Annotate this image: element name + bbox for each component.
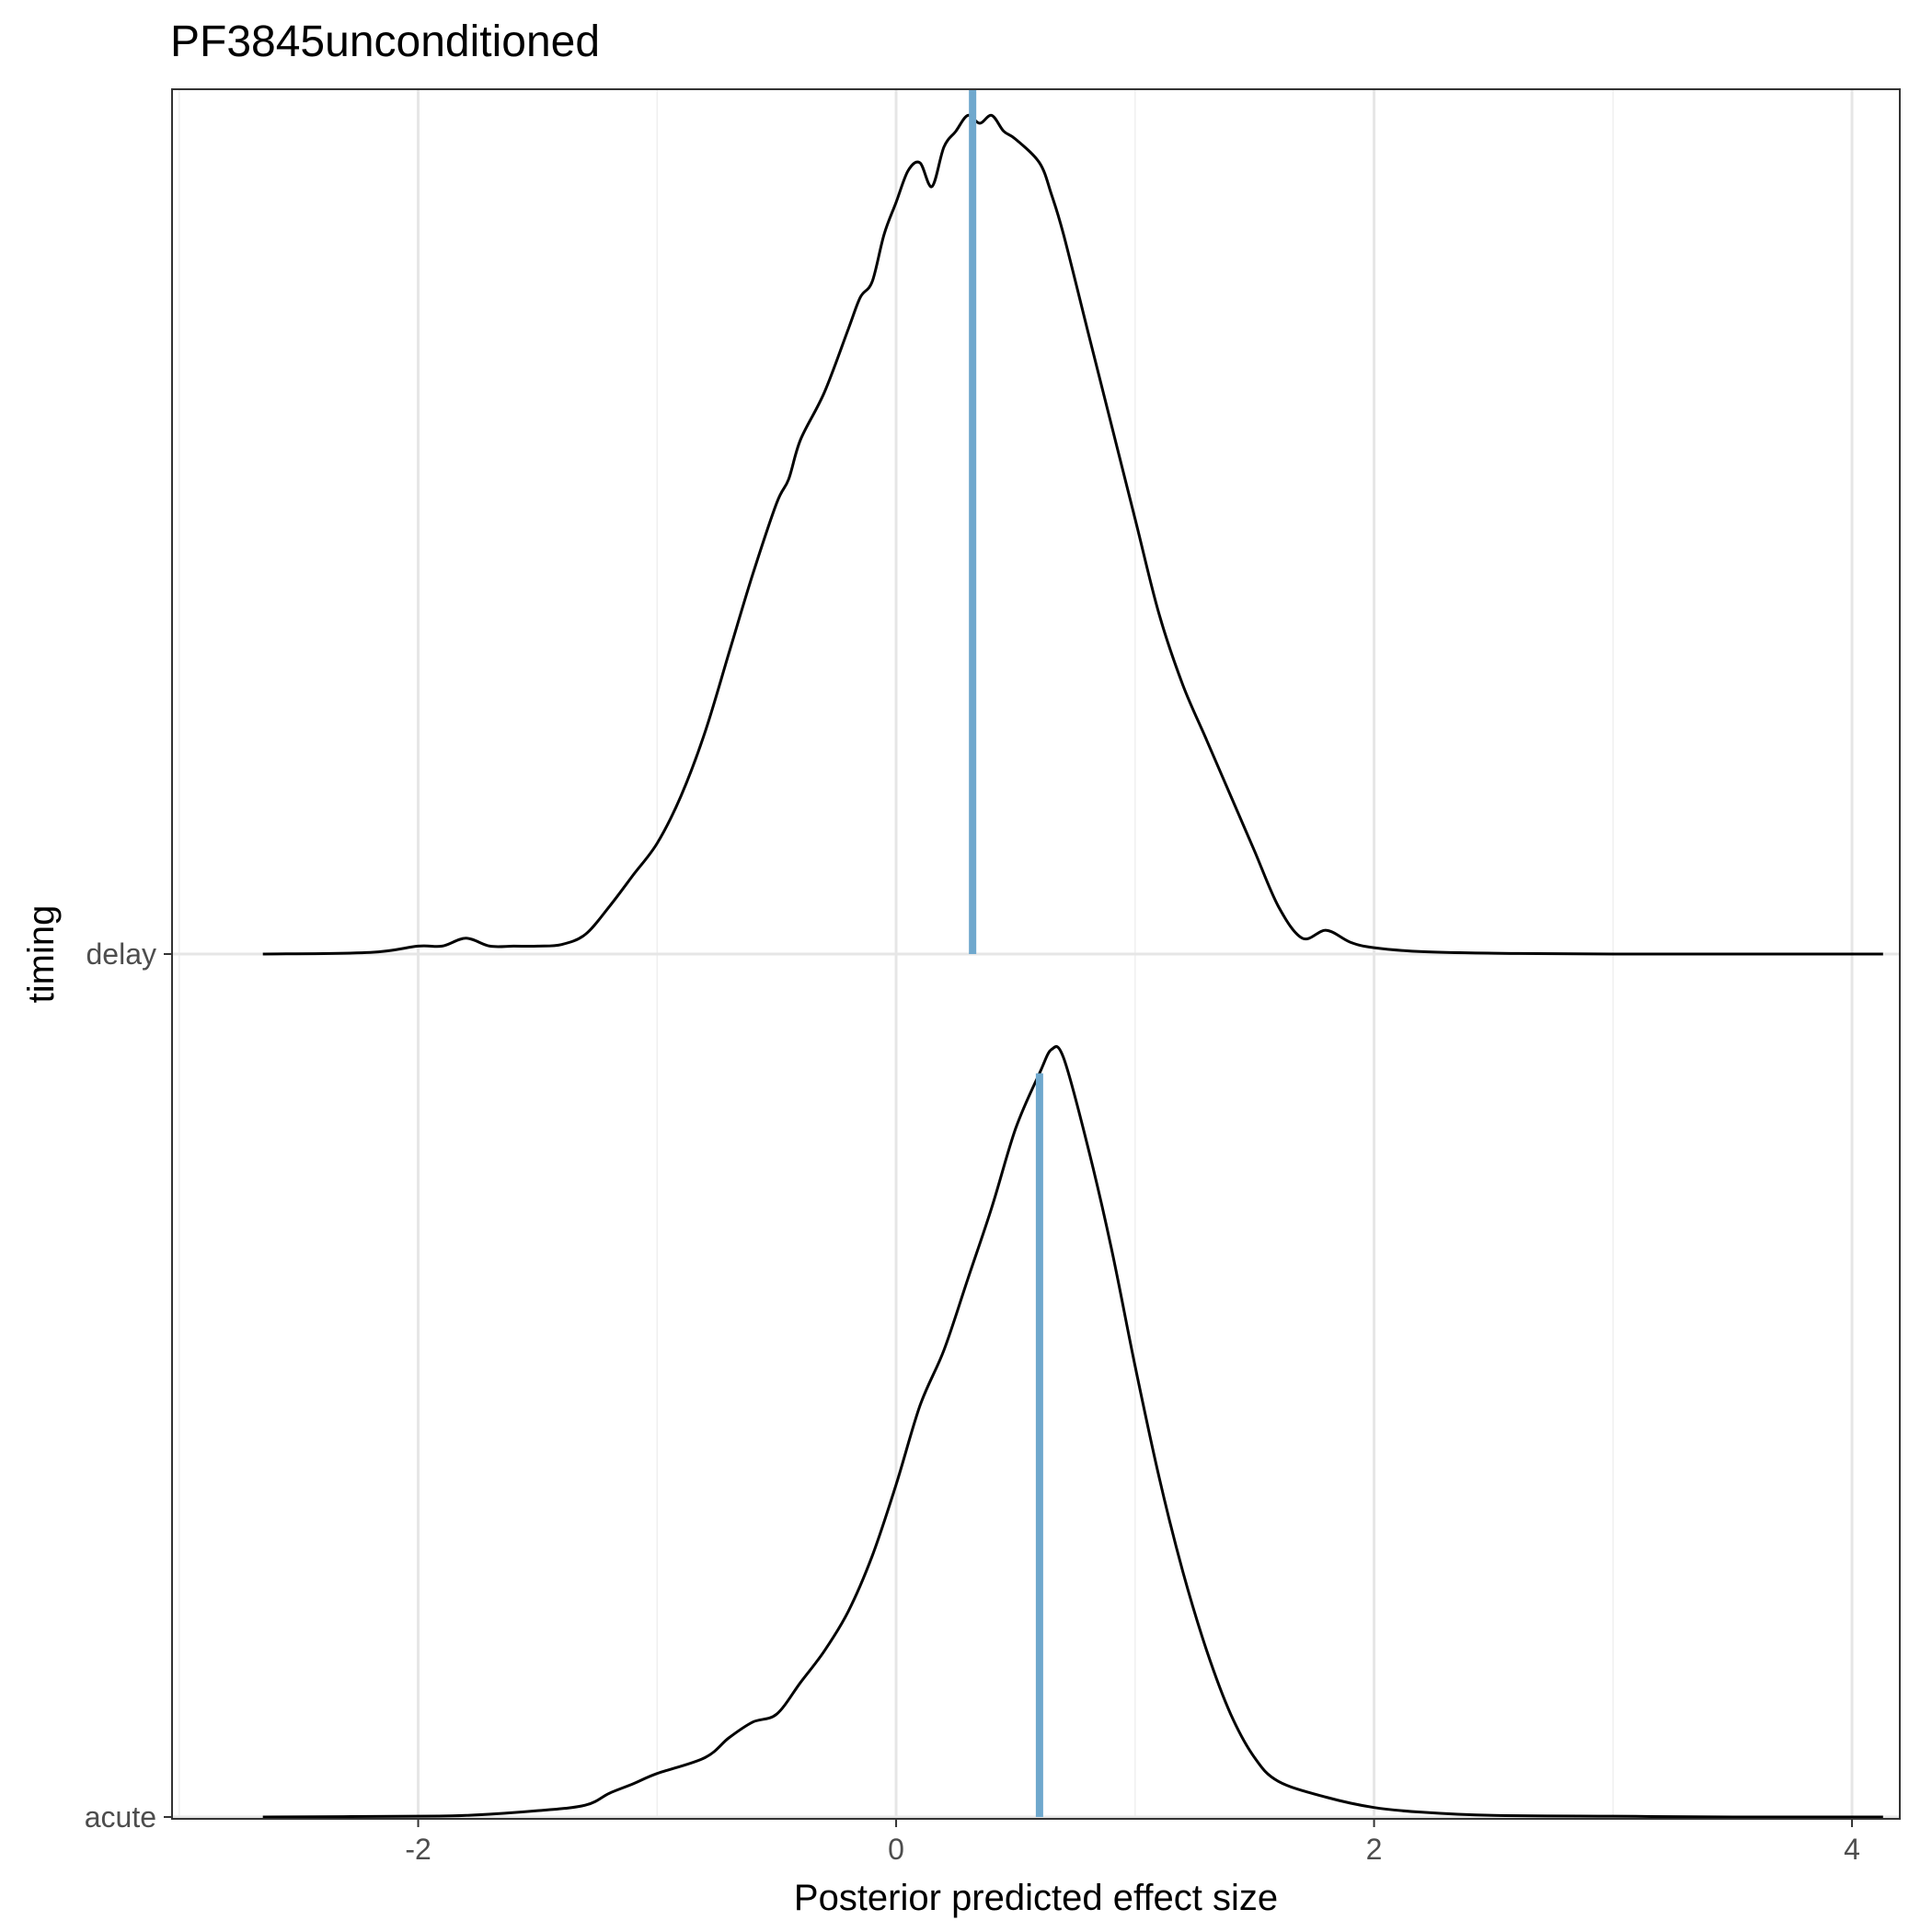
y-axis: acute delay — [85, 937, 172, 1834]
chart-title: PF3845unconditioned — [170, 17, 600, 66]
x-axis-title: Posterior predicted effect size — [794, 1878, 1278, 1918]
x-tick-label: 0 — [888, 1833, 904, 1866]
x-tick-label: 4 — [1844, 1833, 1860, 1866]
mean-lines — [969, 89, 1043, 1817]
y-axis-title: timing — [21, 905, 62, 1004]
density-curve-acute — [262, 1045, 1883, 1819]
x-tick-label: -2 — [405, 1833, 431, 1866]
y-tick-label: delay — [86, 937, 157, 971]
x-axis: -2 0 2 4 — [405, 1819, 1860, 1866]
density-curve-delay — [262, 113, 1883, 956]
x-tick-label: 2 — [1366, 1833, 1383, 1866]
density-curves — [262, 113, 1883, 1819]
y-tick-label: acute — [85, 1800, 156, 1834]
